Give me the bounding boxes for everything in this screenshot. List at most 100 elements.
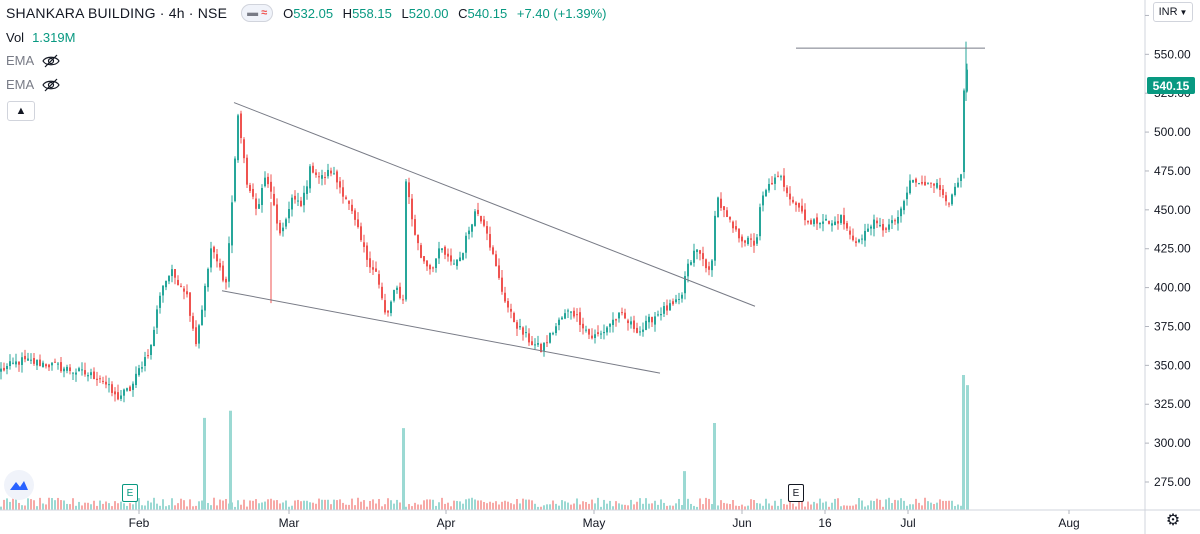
candle [228,236,230,288]
volume-bar [168,505,170,510]
volume-bar [696,506,698,510]
y-tick-label: 375.00 [1154,319,1191,333]
volume-bar [99,500,101,510]
candle [234,156,236,203]
candle [498,258,500,280]
volume-bar [345,504,347,510]
volume-bar [966,385,969,510]
candle [534,338,536,350]
volume-bar [678,498,680,510]
volume-bar [171,498,173,510]
volume-bar [312,502,314,510]
candle [837,213,839,230]
candle [354,208,356,226]
currency-button[interactable]: INR ▼ [1153,2,1193,22]
trendline[interactable] [221,290,661,374]
volume-bar [63,500,65,510]
volume-bar [768,503,770,510]
candle [462,252,464,261]
volume-bar [708,498,710,510]
candle [846,220,848,231]
volume-bar [567,502,569,510]
volume-bar [834,498,836,510]
volume-bar [57,497,59,510]
candle [864,223,866,247]
volume-bar [867,505,869,510]
volume-bar [840,506,842,510]
earnings-badge-1[interactable]: E [122,484,138,502]
open-value: 532.05 [293,5,334,21]
candle [771,176,773,185]
volume-bar [816,503,818,510]
volume-bar [933,504,935,510]
volume-bar [222,500,224,510]
volume-bar [72,498,74,510]
volume-bar [819,498,821,510]
volume-bar [861,500,863,510]
volume-bar [507,501,509,510]
candle [561,316,563,320]
volume-bar [384,504,386,510]
volume-bar [897,500,899,510]
volume-bar [918,502,920,510]
candle [519,318,521,330]
candle [66,364,68,374]
trendline[interactable] [233,102,756,307]
candle [417,234,419,251]
candle [261,184,263,213]
candle [243,137,245,164]
candle [750,233,752,248]
candle [618,312,620,323]
collapse-legend-button[interactable]: ▲ [7,101,35,121]
candle [201,305,203,326]
volume-bar [609,500,611,510]
eye-off-icon[interactable] [42,78,60,92]
minus-icon: ▬ [247,7,259,19]
eye-off-icon[interactable] [42,54,60,68]
candle [123,388,125,403]
volume-bar [165,506,167,510]
candle [411,193,413,227]
earnings-badge-2[interactable]: E [788,484,804,502]
candle [255,193,257,216]
currency-label: INR [1158,6,1178,18]
volume-bar [585,502,587,510]
candle [246,154,248,189]
candle [564,309,566,320]
volume-bar [804,506,806,510]
symbol-title[interactable]: SHANKARA BUILDING · 4h · NSE [6,5,228,21]
volume-bar [807,501,809,510]
volume-bar [939,499,941,510]
candle [525,325,527,338]
candle [39,354,41,367]
volume-bar [318,498,320,510]
candle [480,215,482,224]
candle [312,162,314,174]
volume-bar [375,503,377,510]
volume-bar [882,506,884,510]
series-style-pill[interactable]: ▬ ≈ [241,4,274,22]
change-value: +7.40 (+1.39%) [516,5,607,21]
ema-row-1[interactable]: EMA [6,53,60,68]
gear-icon[interactable]: ⚙ [1165,512,1181,529]
candle [693,243,695,267]
volume-bar [903,500,905,510]
ema-row-2[interactable]: EMA [6,77,60,92]
y-tick-label: 400.00 [1154,281,1191,295]
volume-bar [627,505,629,510]
candle [948,202,950,208]
volume-bar [315,503,317,510]
volume-bar [123,503,125,510]
tradingview-logo-icon[interactable] [4,470,34,500]
volume-bar [729,503,731,510]
candle [768,178,770,193]
volume-bar [213,497,215,510]
volume-bar [945,500,947,510]
candle [162,285,164,303]
volume-bar [246,506,248,510]
candle [99,375,101,383]
candle [336,169,338,190]
volume-bar [825,501,827,510]
candle [114,387,116,402]
